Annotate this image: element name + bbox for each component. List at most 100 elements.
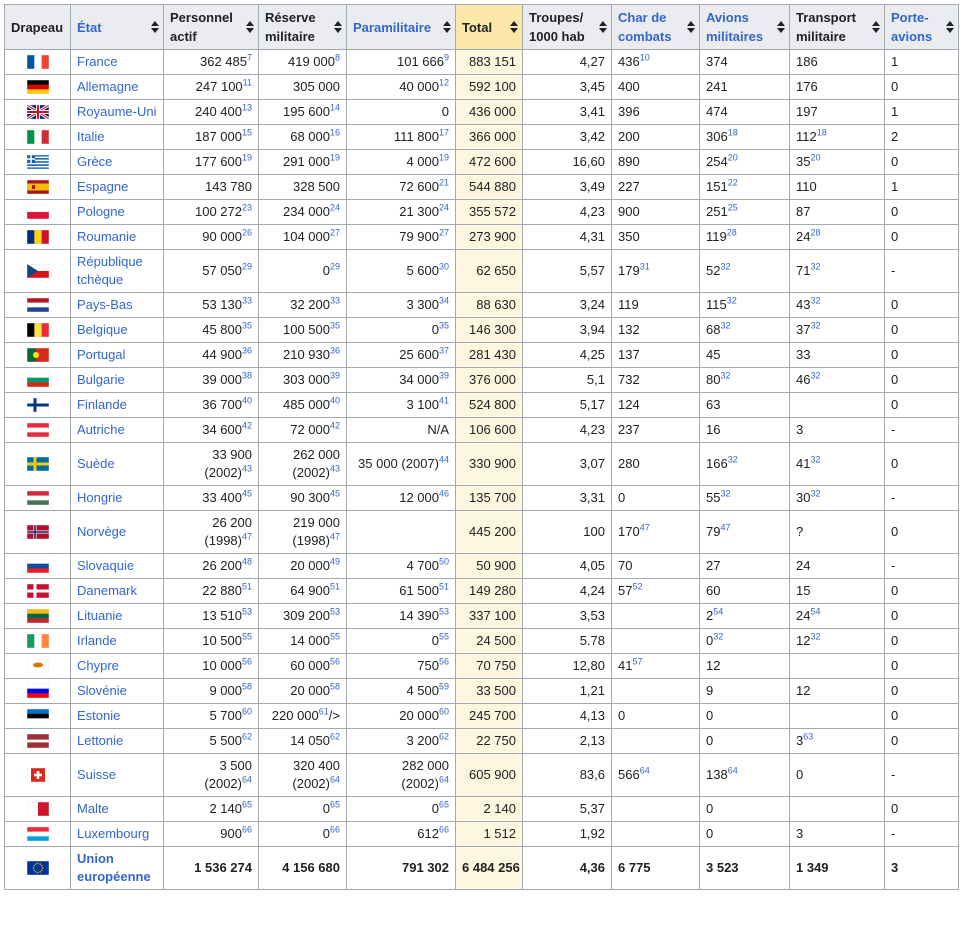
reference[interactable]: 65 <box>329 799 340 810</box>
reference[interactable]: 35 <box>438 320 449 331</box>
state-link[interactable]: Hongrie <box>77 490 123 505</box>
reference[interactable]: 37 <box>438 345 449 356</box>
reference[interactable]: 43 <box>329 463 340 474</box>
reference[interactable]: 19 <box>438 152 449 163</box>
state-link[interactable]: Malte <box>77 801 109 816</box>
reference[interactable]: 38 <box>241 370 252 381</box>
reference[interactable]: 32 <box>720 261 731 272</box>
state-link[interactable]: France <box>77 54 118 69</box>
state-link[interactable]: Chypre <box>77 658 119 673</box>
column-header[interactable]: Personnel actif <box>163 4 259 50</box>
state-link[interactable]: Allemagne <box>77 79 139 94</box>
reference[interactable]: 32 <box>810 454 821 465</box>
reference[interactable]: 56 <box>241 656 252 667</box>
header-link[interactable]: Avions militaires <box>706 10 764 44</box>
sort-icon[interactable] <box>946 21 954 33</box>
reference[interactable]: 65 <box>438 799 449 810</box>
state-link[interactable]: Bulgarie <box>77 372 125 387</box>
state-link[interactable]: Italie <box>77 129 105 144</box>
reference[interactable]: 60 <box>241 706 252 717</box>
sort-icon[interactable] <box>872 21 880 33</box>
reference[interactable]: 24 <box>438 202 449 213</box>
column-header[interactable]: État <box>70 4 164 50</box>
column-header[interactable]: Avions militaires <box>699 4 790 50</box>
state-link[interactable]: Finlande <box>77 397 127 412</box>
reference[interactable]: 63 <box>803 731 814 742</box>
header-link[interactable]: Char de combats <box>618 10 672 44</box>
reference[interactable]: 52 <box>632 581 643 592</box>
state-link[interactable]: Royaume-Uni <box>77 104 157 119</box>
reference[interactable]: 32 <box>720 488 731 499</box>
reference[interactable]: 34 <box>438 295 449 306</box>
state-link[interactable]: Danemark <box>77 583 137 598</box>
sort-icon[interactable] <box>151 21 159 33</box>
reference[interactable]: 51 <box>329 581 340 592</box>
reference[interactable]: 57 <box>632 656 643 667</box>
state-link[interactable]: Irlande <box>77 633 117 648</box>
header-link[interactable]: Paramilitaire <box>353 19 432 35</box>
reference[interactable]: 7 <box>246 52 252 63</box>
state-link[interactable]: Pologne <box>77 204 125 219</box>
header-link[interactable]: État <box>77 19 102 35</box>
column-header[interactable]: Char de combats <box>611 4 700 50</box>
reference[interactable]: 47 <box>720 522 731 533</box>
reference[interactable]: 24 <box>329 202 340 213</box>
reference[interactable]: 36 <box>329 345 340 356</box>
reference[interactable]: 32 <box>720 320 731 331</box>
reference[interactable]: 8 <box>334 52 340 63</box>
reference[interactable]: 32 <box>810 261 821 272</box>
reference[interactable]: 32 <box>720 370 731 381</box>
sort-icon[interactable] <box>510 21 518 33</box>
reference[interactable]: 55 <box>438 631 449 642</box>
reference[interactable]: 12 <box>438 77 449 88</box>
reference[interactable]: 47 <box>241 531 252 542</box>
reference[interactable]: 55 <box>329 631 340 642</box>
state-link[interactable]: Pays-Bas <box>77 297 133 312</box>
reference[interactable]: 17 <box>438 127 449 138</box>
column-header[interactable]: Total <box>455 4 523 50</box>
reference[interactable]: 28 <box>726 227 737 238</box>
reference[interactable]: 16 <box>329 127 340 138</box>
reference[interactable]: 19 <box>241 152 252 163</box>
state-link[interactable]: Estonie <box>77 708 121 723</box>
reference[interactable]: 32 <box>810 295 821 306</box>
reference[interactable]: 25 <box>727 202 738 213</box>
state-link[interactable]: Lettonie <box>77 733 124 748</box>
state-link[interactable]: Slovaquie <box>77 558 135 573</box>
reference[interactable]: 66 <box>438 824 449 835</box>
reference[interactable]: 11 <box>242 77 252 88</box>
reference[interactable]: 54 <box>810 606 821 617</box>
reference[interactable]: 32 <box>726 295 737 306</box>
reference[interactable]: 55 <box>241 631 252 642</box>
reference[interactable]: 43 <box>241 463 252 474</box>
reference[interactable]: 53 <box>241 606 252 617</box>
reference[interactable]: 66 <box>241 824 252 835</box>
reference[interactable]: 62 <box>438 731 449 742</box>
reference[interactable]: 27 <box>329 227 340 238</box>
reference[interactable]: 35 <box>329 320 340 331</box>
column-header[interactable]: Porte-avions <box>884 4 959 50</box>
state-link[interactable]: Union européenne <box>77 851 151 884</box>
reference[interactable]: 56 <box>329 656 340 667</box>
reference[interactable]: 56 <box>438 656 449 667</box>
reference[interactable]: 46 <box>438 488 449 499</box>
column-header[interactable]: Transport militaire <box>789 4 885 50</box>
state-link[interactable]: Portugal <box>77 347 126 362</box>
sort-icon[interactable] <box>687 21 695 33</box>
reference[interactable]: 26 <box>241 227 252 238</box>
header-link[interactable]: Porte-avions <box>891 10 933 44</box>
reference[interactable]: 35 <box>241 320 252 331</box>
reference[interactable]: 58 <box>329 681 340 692</box>
reference[interactable]: 40 <box>329 395 340 406</box>
reference[interactable]: 32 <box>713 631 724 642</box>
reference[interactable]: 28 <box>810 227 821 238</box>
sort-icon[interactable] <box>599 21 607 33</box>
reference[interactable]: 41 <box>438 395 449 406</box>
sort-icon[interactable] <box>246 21 254 33</box>
reference[interactable]: 39 <box>329 370 340 381</box>
reference[interactable]: 58 <box>241 681 252 692</box>
reference[interactable]: 60 <box>438 706 449 717</box>
reference[interactable]: 66 <box>329 824 340 835</box>
reference[interactable]: 59 <box>438 681 449 692</box>
reference[interactable]: 47 <box>329 531 340 542</box>
